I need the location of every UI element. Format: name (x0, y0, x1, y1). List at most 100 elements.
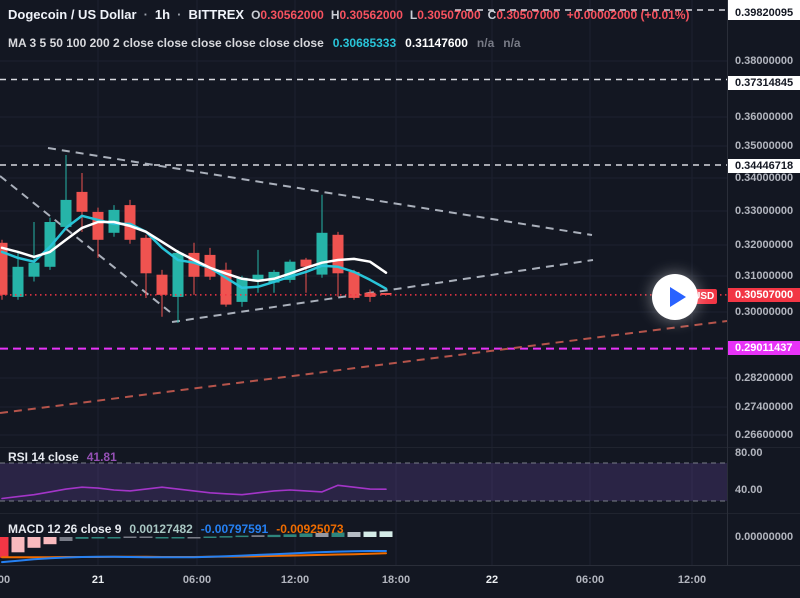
price-axis-label: 0.31000000 (735, 270, 794, 282)
time-axis-label: 06:00 (182, 574, 212, 586)
ma-value-2: 0.31147600 (405, 36, 468, 50)
ma-study-row: MA 3 5 50 100 200 2 close close close cl… (8, 36, 521, 50)
candle-body (124, 205, 136, 240)
low-label: L (409, 8, 418, 22)
macd-histogram-bar (379, 531, 393, 537)
last-price-axis-label: 0.30507000 (728, 288, 800, 302)
macd-line-value: -0.00797591 (200, 522, 269, 536)
time-axis-label: 12:00 (280, 574, 310, 586)
alert-price-axis-label: 0.34446718 (728, 159, 800, 173)
price-axis-label: 40.00 (735, 484, 763, 496)
price-axis-label: 0.26600000 (735, 429, 794, 441)
candle-body (236, 277, 248, 302)
price-axis[interactable]: 0.39820095 0.38000000 0.37314845 0.36000000… (727, 0, 800, 565)
trendline-upper-descending-resistance (47, 147, 593, 236)
alert-price-axis-label: 0.39820095 (728, 6, 800, 20)
price-axis-label: 0.32000000 (735, 239, 794, 251)
macd-histogram-bar (11, 537, 25, 553)
symbol-title[interactable]: Dogecoin / US Dollar (8, 7, 137, 22)
candle-body (284, 261, 296, 280)
price-axis-label: 0.27400000 (735, 401, 794, 413)
rsi-label[interactable]: RSI 14 close (8, 450, 79, 464)
trendline-lower-ascending-support (171, 259, 594, 323)
price-axis-label: 0.30000000 (735, 306, 794, 318)
macd-histogram-bar (0, 537, 9, 558)
price-axis-label: 80.00 (735, 447, 763, 459)
macd-histogram-bar (219, 536, 233, 538)
rsi-line (1, 484, 387, 500)
magenta-price-axis-label: 0.29011437 (728, 341, 800, 355)
play-button[interactable] (652, 274, 698, 320)
open-value: 0.30562000 (260, 8, 324, 22)
candle-body (172, 252, 184, 297)
macd-histogram-bar (347, 532, 361, 537)
macd-histogram-bar (43, 537, 57, 545)
macd-histogram-bar (139, 536, 153, 538)
interval-label[interactable]: 1h (154, 7, 171, 22)
price-axis-label: 0.00000000 (735, 531, 794, 543)
price-axis-label: 0.36000000 (735, 111, 794, 123)
candle-body (76, 191, 88, 212)
close-label: C (487, 8, 497, 22)
ma-value-4: n/a (503, 36, 521, 50)
macd-histogram-bar (91, 537, 105, 539)
candle-body (332, 234, 344, 274)
high-value: 0.30562000 (339, 8, 403, 22)
candle-body (92, 211, 104, 240)
candle-body (188, 252, 200, 277)
ma-study-label[interactable]: MA 3 5 50 100 200 2 close close close cl… (8, 36, 324, 50)
macd-histogram-bar (315, 533, 329, 537)
ma-value-3: n/a (476, 36, 495, 50)
rsi-band (0, 463, 727, 501)
rsi-pane-title: RSI 14 close 41.81 (8, 450, 117, 464)
time-axis-label: 12:00 (677, 574, 707, 586)
candle-body (268, 271, 280, 283)
candle-body (300, 259, 312, 267)
separator-dot: · (143, 7, 148, 22)
pane-separator-macd[interactable] (0, 513, 800, 514)
low-value: 0.30507000 (417, 8, 481, 22)
candle-body (44, 222, 56, 267)
candle-body (220, 269, 232, 305)
macd-signal-value: -0.00925073 (276, 522, 344, 536)
close-value: 0.30507000 (496, 8, 560, 22)
candle-body (156, 274, 168, 295)
macd-label[interactable]: MACD 12 26 close 9 (8, 522, 122, 536)
play-icon (669, 287, 686, 307)
price-axis-label: 0.33000000 (735, 205, 794, 217)
macd-histogram-bar (251, 535, 265, 537)
macd-histogram-bar (123, 536, 137, 538)
macd-histogram-bar (187, 537, 201, 539)
macd-line (1, 550, 387, 564)
macd-hist-value: 0.00127482 (129, 522, 193, 536)
macd-pane-title: MACD 12 26 close 9 0.00127482 -0.0079759… (8, 522, 344, 536)
open-label: O (251, 8, 261, 22)
macd-histogram-bar (155, 537, 169, 539)
clipped-price-label (728, 0, 800, 6)
time-axis-label: 21 (91, 574, 105, 586)
price-axis-label: 0.34000000 (735, 172, 794, 184)
time-axis-label: 22 (485, 574, 499, 586)
time-axis-label: 18:00 (381, 574, 411, 586)
candle-body (204, 254, 216, 277)
change-value: +0.00002000 (+0.01%) (566, 8, 690, 22)
main-chart-canvas[interactable] (0, 0, 727, 565)
macd-histogram-bar (203, 536, 217, 538)
macd-histogram-bar (267, 534, 281, 538)
high-label: H (330, 8, 340, 22)
exchange-label: BITTREX (188, 7, 245, 22)
macd-histogram-bar (27, 537, 41, 548)
candle-body (348, 271, 360, 298)
macd-histogram-bar (283, 534, 297, 537)
ma-fast-line (0, 214, 388, 290)
candle-body (252, 274, 264, 282)
macd-histogram-bar (75, 537, 89, 539)
candle-body (28, 262, 40, 277)
pane-separator-rsi[interactable] (0, 447, 800, 448)
price-axis-label: 0.28200000 (735, 372, 794, 384)
trendline-long-red-ascending (0, 320, 727, 414)
time-axis[interactable]: 00 21 06:00 12:00 18:00 22 06:00 12:00 (0, 565, 800, 598)
candle-body (12, 266, 24, 297)
macd-histogram-bar (299, 533, 313, 537)
macd-histogram-bar (331, 532, 345, 537)
